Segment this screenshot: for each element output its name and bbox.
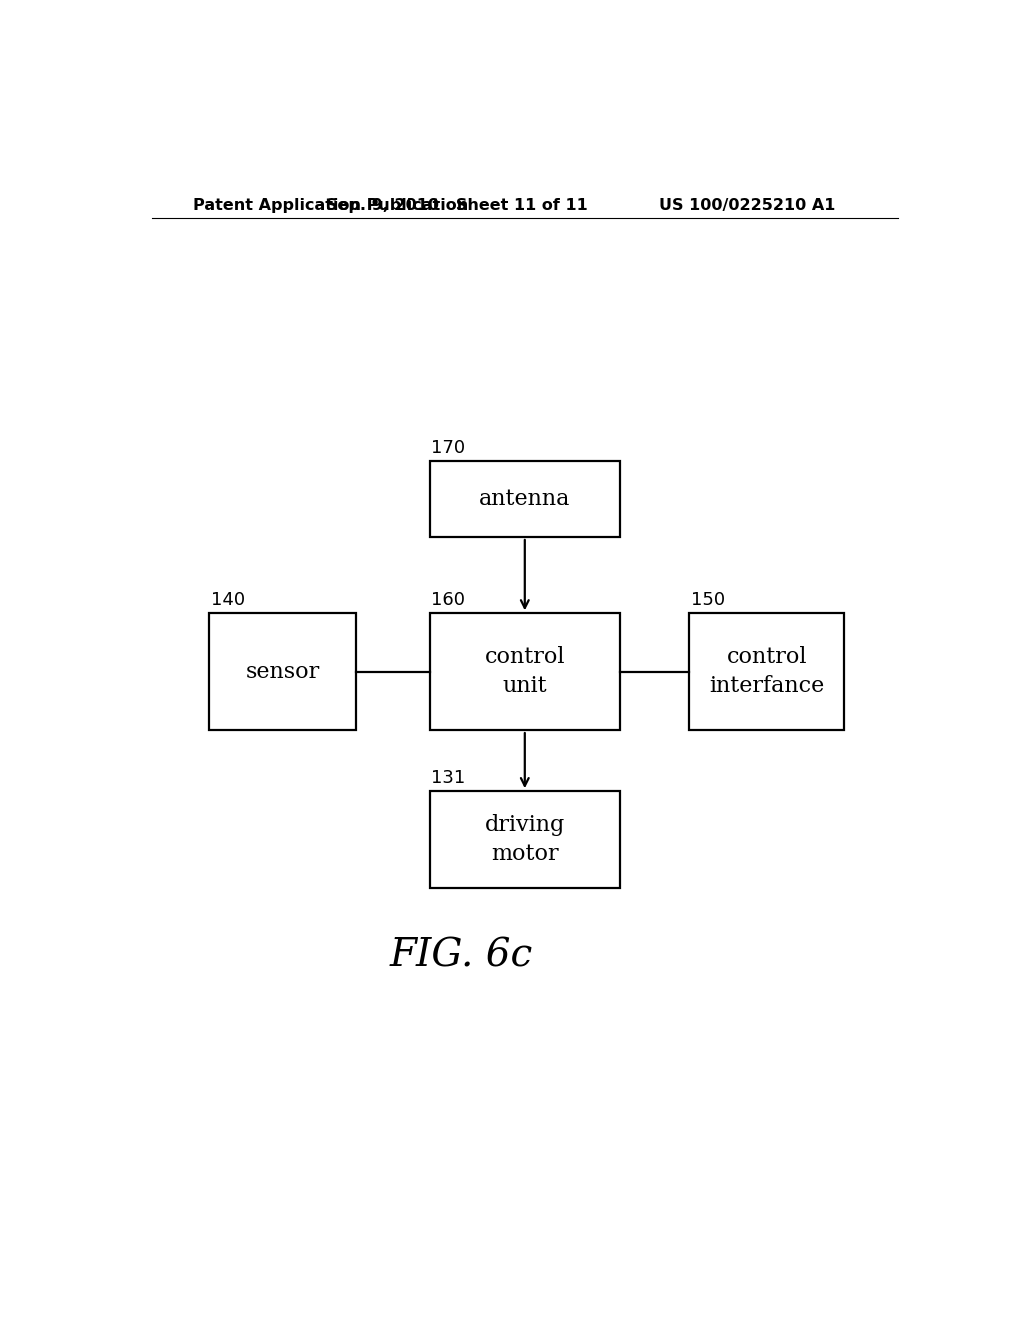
Text: sensor: sensor [246,661,319,682]
Text: control
interfance: control interfance [710,647,824,697]
Text: Patent Application Publication: Patent Application Publication [194,198,468,213]
Text: 131: 131 [431,770,465,787]
Text: 170: 170 [431,438,465,457]
Bar [430,614,621,730]
Text: Sep. 9, 2010   Sheet 11 of 11: Sep. 9, 2010 Sheet 11 of 11 [327,198,588,213]
Text: FIG. 6c: FIG. 6c [390,937,532,974]
Text: control
unit: control unit [484,647,565,697]
Text: 150: 150 [691,591,725,609]
Bar [430,791,621,887]
Text: 160: 160 [431,591,465,609]
Text: US 100/0225210 A1: US 100/0225210 A1 [658,198,836,213]
Bar [430,461,621,537]
Bar [209,614,356,730]
Text: antenna: antenna [479,488,570,510]
Text: 140: 140 [211,591,245,609]
Text: driving
motor: driving motor [484,814,565,865]
Bar [689,614,844,730]
